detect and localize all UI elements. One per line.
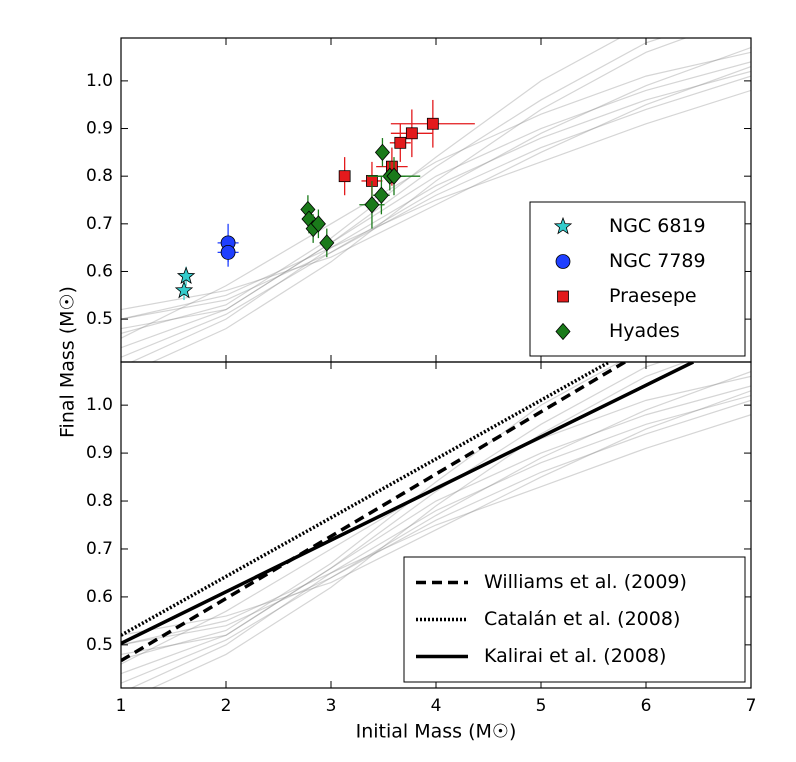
model-track: [121, 75, 751, 320]
y-tick-label: 0.5: [86, 309, 113, 329]
legend-label: Hyades: [609, 320, 680, 342]
x-tick-label: 1: [116, 696, 127, 716]
y-tick-label: 0.8: [86, 491, 113, 511]
legend-marker: [555, 322, 571, 341]
x-axis-label: Initial Mass (M☉): [356, 721, 517, 743]
x-tick-label: 4: [431, 696, 442, 716]
legend-marker: [555, 254, 571, 269]
y-tick-label: 0.5: [86, 635, 113, 655]
model-track: [151, 38, 688, 362]
legend-label: NGC 6819: [609, 215, 706, 237]
marker: [319, 234, 335, 252]
marker: [426, 117, 439, 130]
marker: [373, 186, 389, 204]
model-track: [121, 38, 622, 334]
legend-marker: [557, 290, 569, 303]
x-tick-label: 6: [641, 696, 652, 716]
y-tick-label: 0.8: [86, 166, 113, 186]
x-tick-label: 3: [326, 696, 337, 716]
model-track: [121, 89, 751, 320]
plot-area: [121, 38, 751, 362]
legend-label: Catalán et al. (2008): [484, 608, 680, 630]
marker: [394, 136, 407, 149]
plot-area: [121, 362, 751, 688]
model-track: [130, 70, 751, 362]
y-tick-label: 0.9: [86, 443, 113, 463]
model-track: [121, 371, 751, 684]
model-track: [151, 362, 688, 688]
fit-line: [121, 362, 611, 637]
marker: [176, 266, 196, 285]
marker: [405, 127, 418, 140]
model-track: [121, 61, 751, 330]
y-tick-label: 1.0: [86, 395, 113, 415]
model-track: [130, 394, 751, 688]
y-tick-label: 0.7: [86, 539, 113, 559]
fit-line: [121, 362, 695, 645]
model-track: [121, 385, 751, 656]
model-track: [121, 51, 751, 339]
legend-label: Williams et al. (2009): [484, 571, 687, 593]
legend-label: NGC 7789: [609, 250, 706, 272]
y-tick-label: 0.7: [86, 214, 113, 234]
x-tick-label: 2: [221, 696, 232, 716]
y-tick-label: 0.6: [86, 587, 113, 607]
fit-line: [121, 362, 626, 663]
model-track: [121, 66, 751, 311]
legend-label: Kalirai et al. (2008): [484, 645, 666, 667]
y-axis-label: Final Mass (M☉): [57, 286, 79, 438]
model-track: [121, 390, 751, 636]
model-track: [121, 399, 751, 646]
x-tick-label: 5: [536, 696, 547, 716]
marker: [310, 215, 326, 233]
y-tick-label: 0.9: [86, 119, 113, 139]
marker: [174, 280, 194, 299]
legend-marker: [553, 216, 573, 235]
model-track: [121, 46, 751, 358]
marker: [364, 196, 380, 214]
marker: [386, 167, 402, 185]
model-track: [121, 362, 621, 660]
model-track: [121, 414, 751, 646]
marker: [220, 245, 236, 260]
marker: [338, 170, 351, 183]
marker: [374, 143, 390, 161]
y-tick-label: 0.6: [86, 261, 113, 281]
x-tick-label: 7: [746, 696, 757, 716]
axes-frame: [120, 361, 752, 689]
y-tick-label: 1.0: [86, 71, 113, 91]
legend-label: Praesepe: [609, 285, 697, 307]
